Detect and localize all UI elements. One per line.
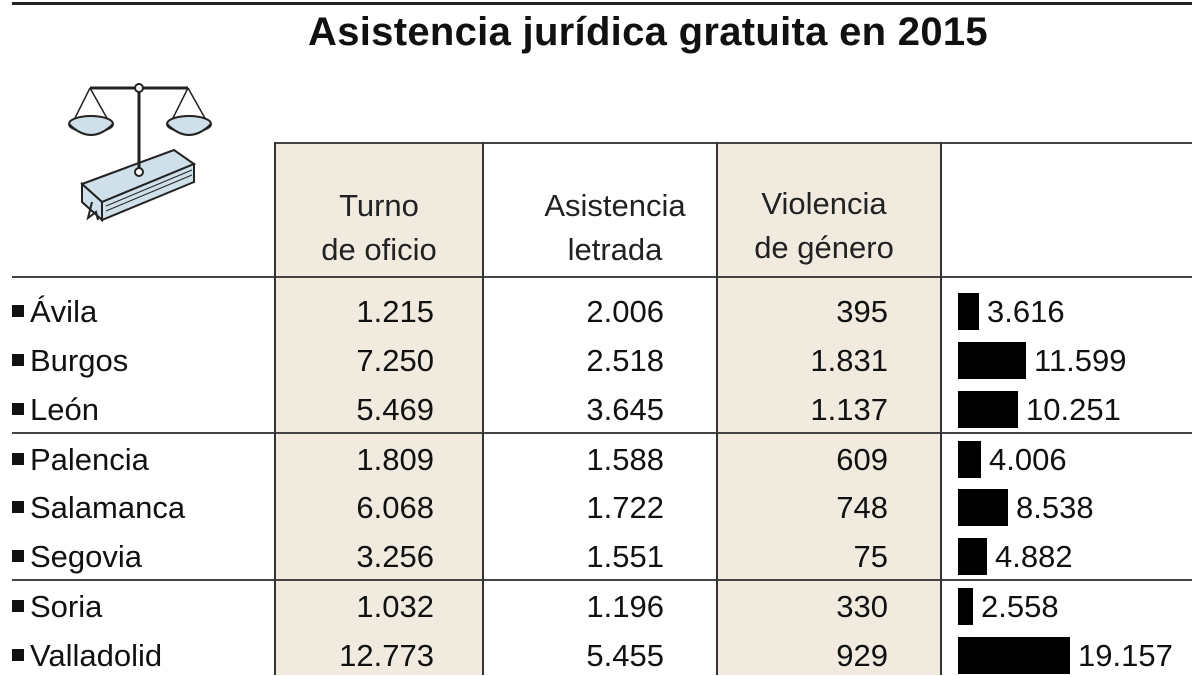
col-divider-2 xyxy=(482,142,484,675)
group-divider-2 xyxy=(12,579,1192,581)
cell-violencia: 1.137 xyxy=(810,392,888,427)
cell-turno: 12.773 xyxy=(339,638,434,673)
total-label: 4.006 xyxy=(989,442,1067,477)
total-bar xyxy=(958,441,981,478)
total-bar xyxy=(958,538,987,575)
row-name: Burgos xyxy=(30,343,129,378)
total-label: 11.599 xyxy=(1034,343,1127,378)
cell-asistencia: 1.588 xyxy=(586,442,664,477)
header-asistencia-line2: letrada xyxy=(567,232,663,267)
cell-turno: 6.068 xyxy=(356,490,434,525)
header-violencia-line1: Violencia xyxy=(761,186,887,221)
row-bullet-icon xyxy=(12,600,24,612)
header-turno-line2: de oficio xyxy=(321,232,437,267)
header-top-line xyxy=(276,142,1192,144)
row-bullet-icon xyxy=(12,305,24,317)
row-name: Valladolid xyxy=(30,638,163,673)
cell-violencia: 929 xyxy=(836,638,888,673)
chart-title: Asistencia jurídica gratuita en 2015 xyxy=(308,10,988,54)
cell-asistencia: 2.006 xyxy=(586,294,664,329)
total-label: 10.251 xyxy=(1026,392,1121,427)
turno-column-bg xyxy=(276,143,482,675)
row-name: Palencia xyxy=(30,442,149,477)
header-turno-line1: Turno xyxy=(339,188,419,223)
cell-turno: 1.809 xyxy=(356,442,434,477)
row-bullet-icon xyxy=(12,354,24,366)
cell-turno: 3.256 xyxy=(356,539,434,574)
total-label: 19.157 xyxy=(1078,638,1173,673)
cell-violencia: 395 xyxy=(836,294,888,329)
row-name: Salamanca xyxy=(30,490,186,525)
group-divider-1 xyxy=(12,432,1192,434)
total-bar xyxy=(958,293,979,330)
row-name: León xyxy=(30,392,99,427)
col-divider-1 xyxy=(274,142,276,675)
header-violencia: Violencia de género xyxy=(718,182,930,270)
cell-asistencia: 3.645 xyxy=(586,392,664,427)
total-bar xyxy=(958,588,973,625)
header-violencia-line2: de género xyxy=(754,230,894,265)
row-bullet-icon xyxy=(12,649,24,661)
header-turno: Turno de oficio xyxy=(276,184,482,272)
row-name: Ávila xyxy=(30,294,98,329)
cell-turno: 1.032 xyxy=(356,589,434,624)
violencia-column-bg xyxy=(718,143,940,675)
cell-turno: 1.215 xyxy=(356,294,434,329)
header-asistencia: Asistencia letrada xyxy=(484,184,746,272)
total-label: 8.538 xyxy=(1016,490,1094,525)
cell-asistencia: 1.196 xyxy=(586,589,664,624)
col-divider-4 xyxy=(940,142,942,675)
cell-asistencia: 5.455 xyxy=(586,638,664,673)
total-label: 2.558 xyxy=(981,589,1059,624)
cell-violencia: 1.831 xyxy=(810,343,888,378)
cell-asistencia: 1.722 xyxy=(586,490,664,525)
total-bar xyxy=(958,489,1008,526)
cell-violencia: 748 xyxy=(836,490,888,525)
total-label: 3.616 xyxy=(987,294,1065,329)
total-bar xyxy=(958,637,1070,674)
row-bullet-icon xyxy=(12,453,24,465)
cell-asistencia: 2.518 xyxy=(586,343,664,378)
total-label: 4.882 xyxy=(995,539,1073,574)
header-asistencia-line1: Asistencia xyxy=(544,188,686,223)
cell-violencia: 75 xyxy=(853,539,888,574)
cell-turno: 7.250 xyxy=(356,343,434,378)
row-name: Soria xyxy=(30,589,103,624)
total-bar xyxy=(958,391,1018,428)
row-bullet-icon xyxy=(12,550,24,562)
scales-of-justice-icon xyxy=(68,83,212,223)
total-bar xyxy=(958,342,1026,379)
row-bullet-icon xyxy=(12,403,24,415)
row-name: Segovia xyxy=(30,539,143,574)
row-bullet-icon xyxy=(12,501,24,513)
cell-asistencia: 1.551 xyxy=(586,539,664,574)
cell-violencia: 609 xyxy=(836,442,888,477)
top-rule xyxy=(12,2,1192,5)
header-bottom-line xyxy=(12,276,1192,278)
col-divider-3 xyxy=(716,142,718,675)
cell-turno: 5.469 xyxy=(356,392,434,427)
cell-violencia: 330 xyxy=(836,589,888,624)
